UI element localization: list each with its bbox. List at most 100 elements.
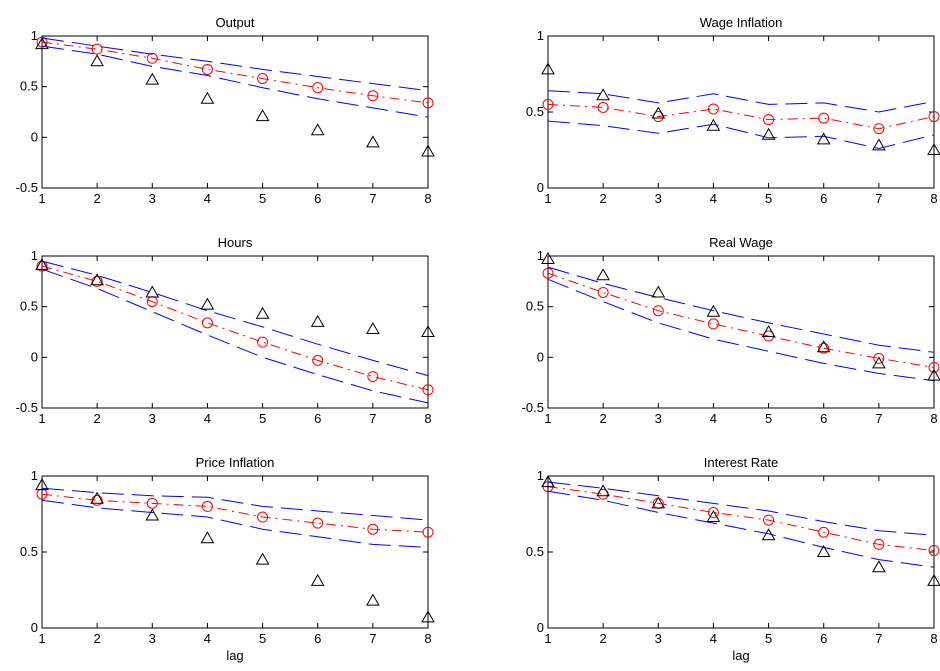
- data-point-triangle: [35, 37, 49, 50]
- y-tick-label: 0.5: [526, 299, 544, 314]
- data-point-circle: [818, 526, 830, 538]
- data-point-triangle: [200, 531, 215, 544]
- data-point-triangle: [651, 496, 666, 509]
- chart-title: Wage Inflation: [700, 15, 783, 30]
- data-point-circle: [763, 514, 775, 526]
- x-tick-label: 1: [544, 191, 551, 206]
- series-line-2: [41, 260, 429, 377]
- x-tick-label: 8: [424, 411, 431, 426]
- data-point-triangle: [541, 251, 555, 264]
- y-tick-label: 1: [537, 248, 544, 263]
- x-tick-label: 4: [204, 191, 211, 206]
- x-tick-label: 8: [930, 631, 937, 646]
- x-tick-label: 8: [424, 631, 431, 646]
- data-point-triangle: [706, 118, 721, 131]
- y-tick-label: 1: [537, 28, 544, 43]
- series-line-3: [41, 499, 429, 548]
- data-point-circle: [146, 52, 158, 64]
- y-tick-label: 0.5: [20, 79, 38, 94]
- data-point-triangle: [310, 314, 325, 327]
- x-tick-label: 7: [875, 191, 882, 206]
- x-tick-label: 3: [149, 411, 156, 426]
- data-point-circle: [422, 526, 434, 538]
- series-line-3: [41, 268, 429, 404]
- y-tick-label: -0.5: [16, 180, 38, 195]
- x-tick-label: 6: [820, 411, 827, 426]
- x-tick-label: 6: [820, 631, 827, 646]
- data-point-triangle: [145, 508, 160, 521]
- x-tick-label: 4: [710, 191, 717, 206]
- data-point-circle: [597, 101, 609, 113]
- data-point-circle: [707, 103, 719, 115]
- chart-title: Hours: [218, 235, 253, 250]
- x-tick-label: 4: [710, 411, 717, 426]
- x-tick-label: 7: [875, 631, 882, 646]
- x-tick-label: 5: [765, 631, 772, 646]
- y-tick-label: 0: [537, 620, 544, 635]
- x-tick-label: 2: [94, 191, 101, 206]
- y-tick-label: 0: [31, 349, 38, 364]
- data-point-triangle: [761, 528, 776, 541]
- x-tick-label: 5: [259, 191, 266, 206]
- x-tick-label: 7: [369, 411, 376, 426]
- chart-title: Interest Rate: [704, 455, 778, 470]
- data-point-circle: [873, 123, 885, 135]
- data-point-circle: [873, 352, 885, 364]
- series-line-2: [547, 481, 935, 536]
- x-tick-label: 8: [930, 411, 937, 426]
- data-point-triangle: [90, 54, 104, 67]
- data-point-triangle: [145, 72, 160, 85]
- x-tick-label: 6: [314, 631, 321, 646]
- x-tick-label: 4: [204, 631, 211, 646]
- x-tick-label: 2: [600, 191, 607, 206]
- data-point-triangle: [927, 368, 940, 381]
- y-tick-label: 0.5: [526, 544, 544, 559]
- data-point-triangle: [816, 544, 831, 557]
- data-point-triangle: [421, 144, 435, 157]
- data-point-triangle: [541, 62, 555, 75]
- data-point-circle: [312, 517, 324, 529]
- chart-panel-6: Interest Rate 0 0.5 1 1 2 3 4 5 6 7 8 lag: [526, 455, 940, 663]
- chart-title: Real Wage: [709, 235, 773, 250]
- data-point-triangle: [255, 552, 270, 565]
- data-point-triangle: [421, 324, 435, 337]
- data-point-circle: [818, 112, 830, 124]
- x-tick-label: 1: [38, 191, 45, 206]
- data-point-circle: [257, 336, 269, 348]
- data-point-triangle: [366, 593, 380, 606]
- data-point-triangle: [706, 304, 721, 317]
- data-point-circle: [707, 506, 719, 518]
- x-tick-label: 6: [820, 191, 827, 206]
- plot-frame: [547, 255, 935, 409]
- x-tick-label: 3: [655, 411, 662, 426]
- data-point-triangle: [761, 127, 776, 140]
- data-point-triangle: [761, 324, 776, 337]
- data-point-triangle: [596, 88, 610, 101]
- x-tick-label: 8: [930, 191, 937, 206]
- x-tick-label: 7: [369, 631, 376, 646]
- data-point-circle: [201, 500, 213, 512]
- data-point-circle: [597, 286, 609, 298]
- plot-frame: [41, 255, 429, 409]
- data-point-circle: [367, 371, 379, 383]
- data-point-circle: [201, 63, 213, 75]
- data-point-triangle: [816, 132, 831, 145]
- data-point-triangle: [596, 268, 610, 281]
- y-tick-label: 0: [31, 129, 38, 144]
- data-point-triangle: [816, 340, 831, 353]
- y-tick-label: 0: [537, 349, 544, 364]
- series-line-2: [547, 266, 935, 353]
- series-line-1: [41, 493, 429, 533]
- data-point-triangle: [872, 560, 886, 573]
- x-tick-label: 3: [655, 191, 662, 206]
- data-point-triangle: [872, 138, 886, 151]
- y-tick-label: 1: [31, 468, 38, 483]
- data-point-triangle: [200, 91, 215, 104]
- y-tick-label: 0.5: [20, 299, 38, 314]
- data-point-circle: [312, 82, 324, 94]
- data-point-triangle: [596, 484, 610, 497]
- series-line-3: [547, 120, 935, 150]
- plot-frame: [41, 35, 429, 189]
- data-point-circle: [367, 523, 379, 535]
